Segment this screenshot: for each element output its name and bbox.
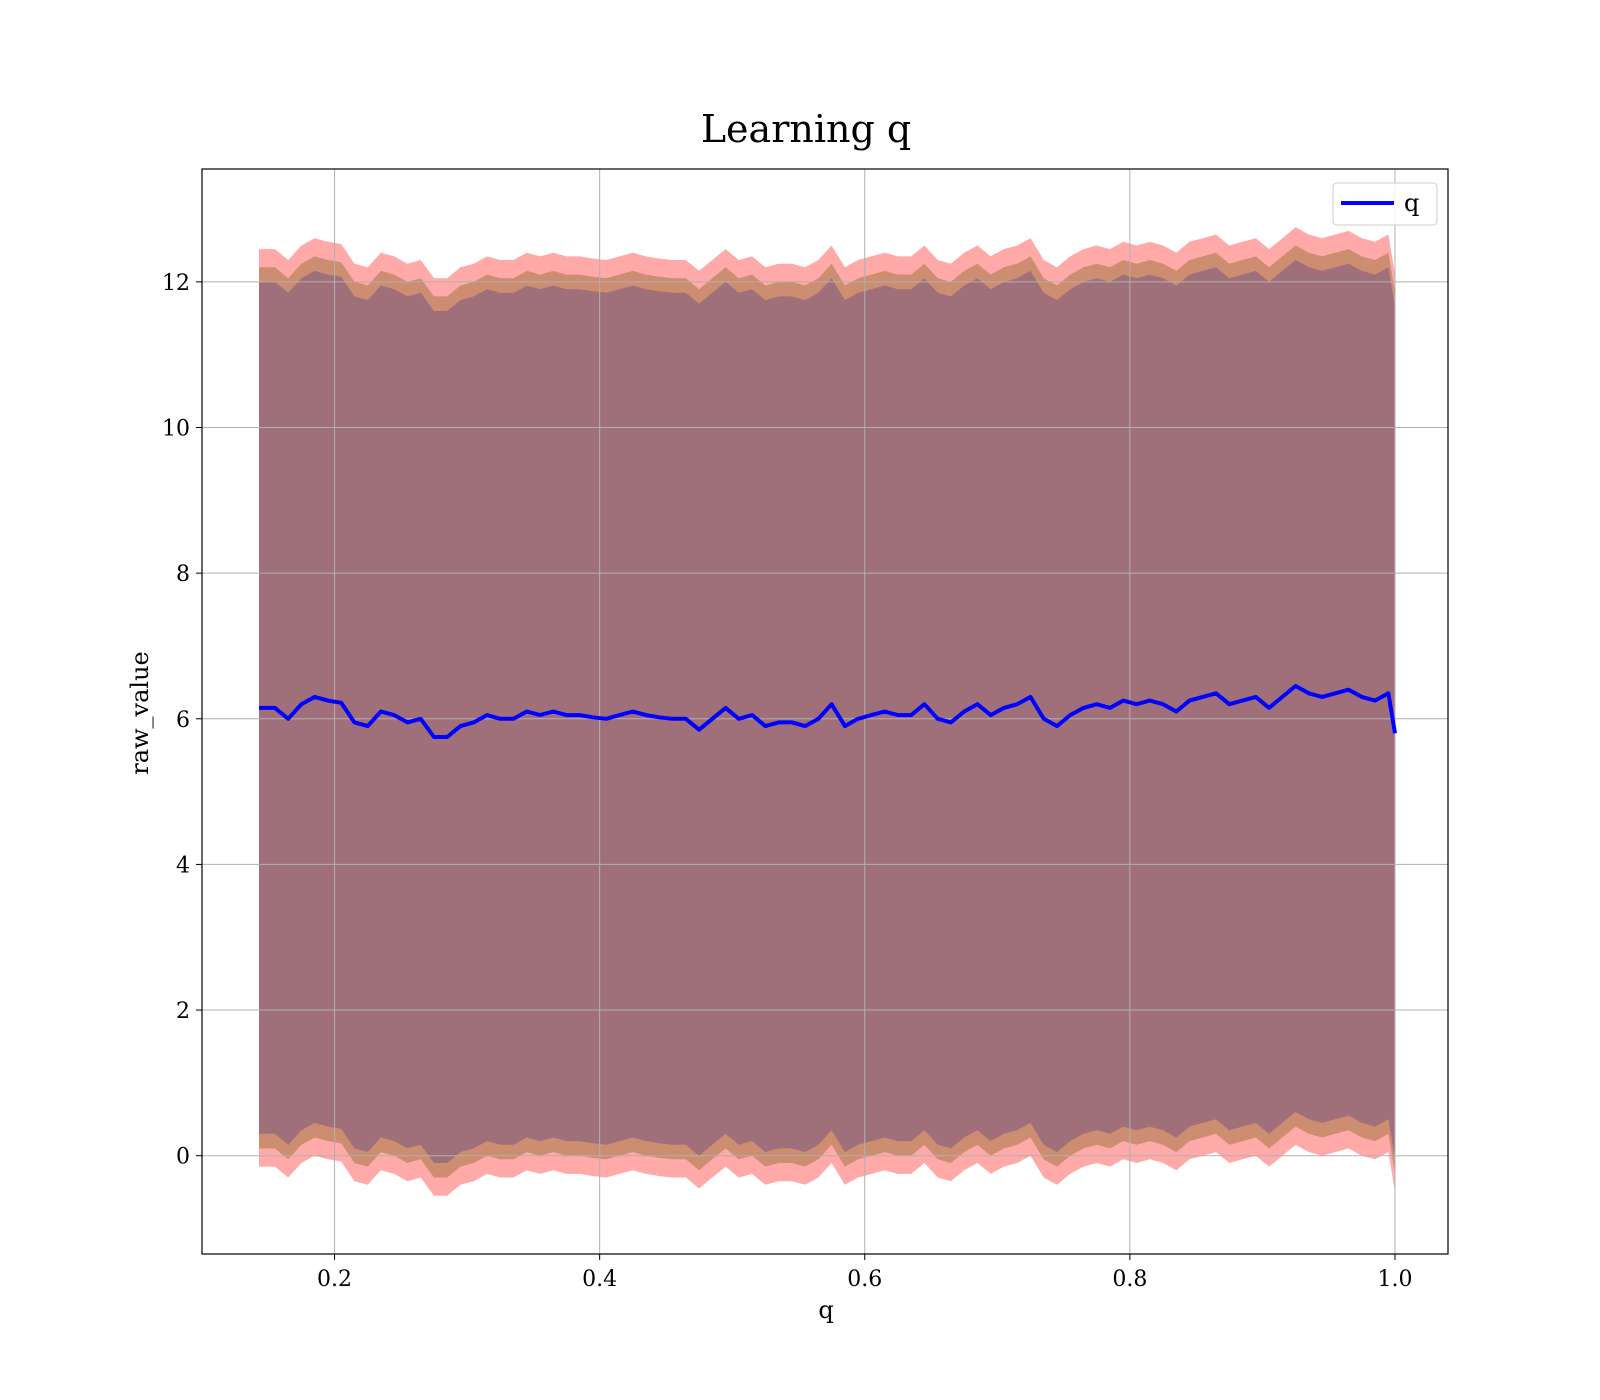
y-tick-label-2: 4 (176, 853, 190, 878)
chart-title: Learning q (701, 107, 911, 151)
y-tick-label-4: 8 (176, 562, 190, 587)
series-line-q (259, 684, 1397, 739)
y-axis-label: raw_value (126, 651, 154, 775)
x-tick-label-2: 0.6 (847, 1267, 882, 1292)
x-axis-ticks: 0.2 0.4 0.6 0.8 1.0 (317, 1254, 1412, 1292)
series-layer (259, 684, 1397, 739)
x-tick-label-3: 0.8 (1112, 1267, 1147, 1292)
y-tick-label-1: 2 (176, 999, 190, 1024)
x-tick-label-0: 0.2 (317, 1267, 352, 1292)
y-tick-label-3: 6 (176, 708, 190, 733)
confidence-bands (259, 227, 1395, 1196)
legend: q (1332, 182, 1438, 226)
x-tick-label-4: 1.0 (1377, 1267, 1412, 1292)
grid (202, 169, 1448, 1254)
x-axis-label: q (818, 1296, 833, 1324)
y-tick-label-5: 10 (162, 417, 190, 442)
y-tick-label-6: 12 (162, 271, 190, 296)
y-axis-ticks: 0 2 4 6 8 10 12 (162, 271, 202, 1170)
x-tick-label-1: 0.4 (582, 1267, 617, 1292)
legend-label-q: q (1404, 189, 1419, 217)
y-tick-label-0: 0 (176, 1145, 190, 1170)
plot-area-frame (201, 168, 1449, 1255)
